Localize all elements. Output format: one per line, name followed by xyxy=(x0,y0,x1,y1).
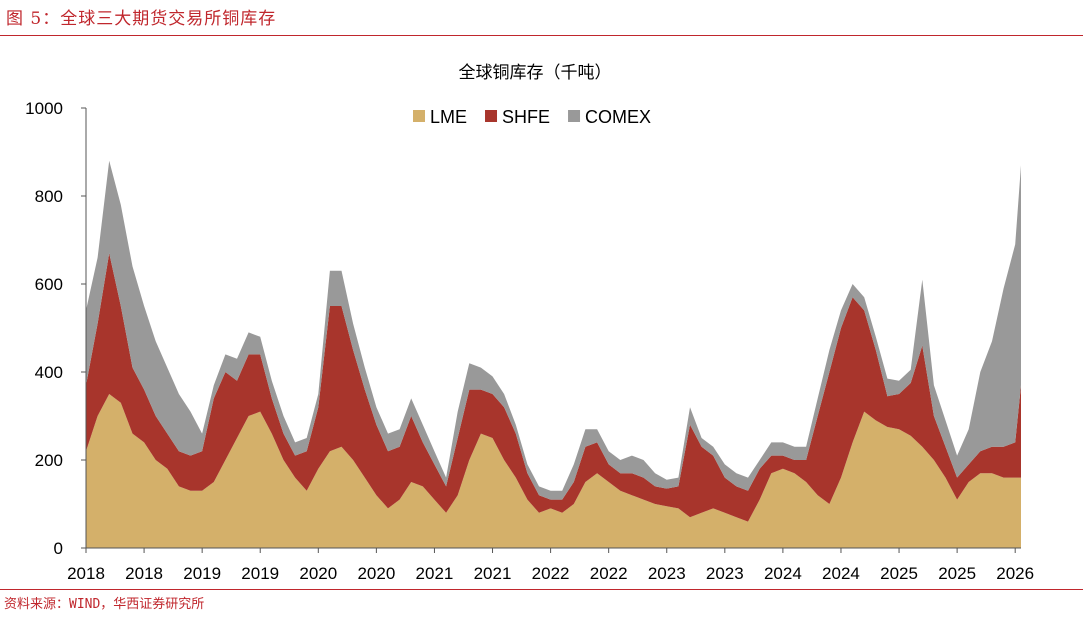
y-tick-label: 0 xyxy=(54,539,63,558)
x-tick-label: 2021 xyxy=(474,564,512,583)
x-tick-label: 2025 xyxy=(880,564,918,583)
legend-label-lme: LME xyxy=(430,107,467,127)
x-tick-label: 2018 xyxy=(67,564,105,583)
legend-label-comex: COMEX xyxy=(585,107,651,127)
x-tick-label: 2022 xyxy=(590,564,628,583)
legend-swatch-comex xyxy=(568,110,581,122)
x-tick-label: 2018 xyxy=(125,564,163,583)
x-tick-label: 2025 xyxy=(938,564,976,583)
x-tick-label: 2019 xyxy=(183,564,221,583)
area-lme xyxy=(86,394,1021,548)
axes: 0 200 400 600 800 1000 2018 2018 2019 2019 2020 202… xyxy=(25,99,1034,583)
legend-label-shfe: SHFE xyxy=(502,107,550,127)
legend-swatch-shfe xyxy=(485,110,498,122)
chart-title: 全球铜库存（千吨） xyxy=(459,63,612,83)
caption-divider xyxy=(0,35,1083,36)
x-tick-label: 2019 xyxy=(241,564,279,583)
legend-swatch-lme xyxy=(413,110,425,122)
source-divider xyxy=(0,589,1083,590)
y-tick-label: 1000 xyxy=(25,99,63,118)
x-tick-label: 2023 xyxy=(648,564,686,583)
x-tick-label: 2024 xyxy=(822,564,860,583)
y-tick-label: 800 xyxy=(35,187,63,206)
y-tick-label: 600 xyxy=(35,275,63,294)
x-tick-label: 2022 xyxy=(532,564,570,583)
x-tick-label: 2020 xyxy=(357,564,395,583)
x-tick-label: 2020 xyxy=(299,564,337,583)
x-tick-label: 2024 xyxy=(764,564,802,583)
x-tick-label: 2026 xyxy=(996,564,1034,583)
x-tick-label: 2023 xyxy=(706,564,744,583)
y-tick-label: 400 xyxy=(35,363,63,382)
area-shfe xyxy=(86,253,1021,522)
x-tick-label: 2021 xyxy=(416,564,454,583)
series-areas xyxy=(86,160,1021,548)
figure-caption: 图 5：全球三大期货交易所铜库存 xyxy=(6,9,277,29)
y-tick-label: 200 xyxy=(35,451,63,470)
source-note: 资料来源：WIND，华西证券研究所 xyxy=(4,597,205,612)
legend: LME SHFE COMEX xyxy=(413,107,651,127)
